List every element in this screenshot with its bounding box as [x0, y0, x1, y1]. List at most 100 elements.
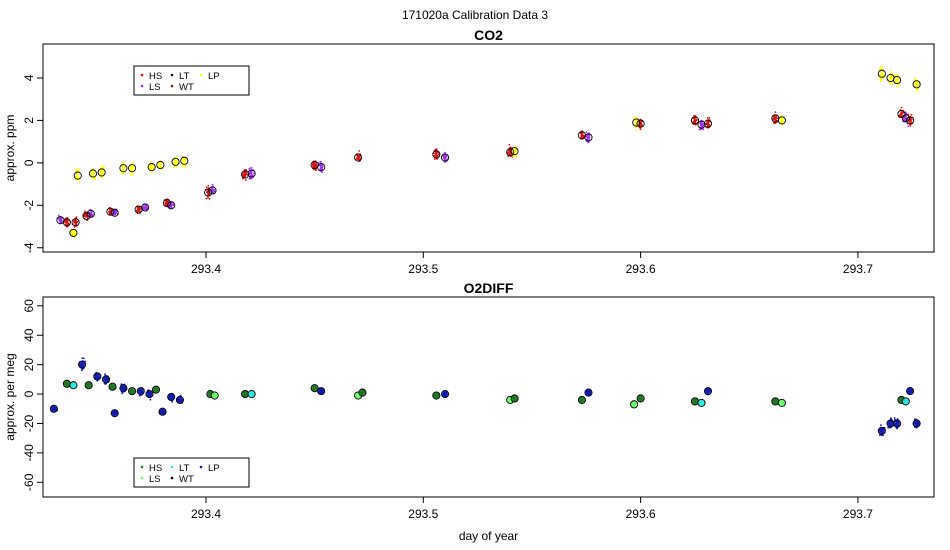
- data-point: [879, 78, 882, 80]
- cluster-mean-marker: [703, 387, 713, 396]
- data-point: [882, 434, 884, 437]
- data-point: [880, 66, 882, 69]
- data-point: [587, 141, 590, 144]
- legend-box: [133, 457, 250, 488]
- data-point: [121, 172, 123, 175]
- cluster-mean-marker: [697, 398, 706, 407]
- data-point: [57, 214, 60, 217]
- data-point: [357, 157, 359, 160]
- data-point: [184, 158, 187, 161]
- data-point: [103, 166, 106, 169]
- data-point: [131, 166, 134, 169]
- data-point: [893, 417, 896, 419]
- data-point: [903, 118, 906, 121]
- data-point: [910, 113, 913, 116]
- data-point: [151, 171, 154, 174]
- data-point: [640, 123, 643, 126]
- cluster-mean-marker: [101, 375, 111, 384]
- data-point: [205, 186, 208, 189]
- data-point: [891, 81, 893, 84]
- cluster-mean-marker: [690, 116, 700, 125]
- legend-marker: [170, 476, 174, 480]
- legend-marker: [170, 73, 174, 77]
- cluster-mean-marker: [690, 397, 700, 406]
- cluster-mean-marker: [241, 170, 250, 179]
- y-tick-label: 0: [22, 159, 36, 166]
- cluster-mean-marker: [167, 392, 176, 402]
- data-point: [151, 166, 154, 169]
- cluster-mean-marker: [110, 208, 119, 217]
- cluster-mean-marker: [432, 150, 441, 159]
- legend-label: LS: [149, 474, 161, 485]
- data-point: [320, 163, 323, 166]
- data-point: [355, 158, 358, 161]
- cluster-mean-marker: [247, 390, 256, 399]
- data-point: [889, 82, 892, 84]
- y-tick-label: -60: [22, 473, 36, 491]
- data-point: [320, 165, 323, 168]
- y-tick-label: 2: [22, 117, 36, 124]
- cluster-mean-marker: [136, 387, 145, 396]
- legend-marker: [140, 465, 144, 469]
- cluster-mean-marker: [893, 76, 902, 85]
- cluster-mean-marker: [577, 395, 586, 404]
- data-point: [507, 151, 510, 154]
- cluster-mean-marker: [175, 395, 184, 404]
- cluster-mean-marker: [877, 426, 886, 435]
- cluster-mean-marker: [208, 186, 217, 195]
- data-point: [508, 143, 511, 146]
- x-tick-label: 293.5: [408, 507, 438, 521]
- cluster-mean-marker: [93, 372, 102, 381]
- data-point: [153, 166, 156, 169]
- data-point: [114, 213, 117, 216]
- cluster-mean-marker: [162, 199, 171, 208]
- data-point: [706, 123, 709, 126]
- cluster-mean-marker: [901, 114, 910, 123]
- data-point: [899, 113, 902, 116]
- legend-label: LP: [208, 71, 220, 82]
- data-point: [121, 392, 124, 395]
- data-point: [313, 164, 316, 167]
- data-point: [73, 220, 76, 223]
- data-point: [887, 426, 889, 429]
- cluster-mean-marker: [584, 388, 593, 397]
- data-point: [881, 65, 884, 68]
- data-point: [315, 164, 318, 166]
- cluster-mean-marker: [630, 400, 639, 409]
- data-point: [635, 129, 638, 131]
- data-point: [699, 128, 701, 131]
- cluster-mean-marker: [71, 218, 80, 227]
- x-tick-label: 293.5: [408, 262, 438, 276]
- cluster-mean-marker: [156, 160, 165, 170]
- data-point: [509, 146, 512, 149]
- data-point: [83, 357, 85, 360]
- data-point: [164, 203, 167, 205]
- data-point: [86, 217, 89, 219]
- data-point: [889, 77, 892, 80]
- y-tick-label: 40: [22, 328, 36, 342]
- data-point: [773, 118, 776, 121]
- data-point: [881, 72, 884, 75]
- data-point: [166, 201, 169, 203]
- data-point: [708, 117, 711, 119]
- data-point: [779, 114, 782, 116]
- data-point: [586, 137, 589, 140]
- legend-label: LT: [179, 463, 190, 474]
- cluster-mean-marker: [147, 163, 156, 172]
- legend-label: LP: [208, 463, 220, 474]
- cluster-mean-marker: [506, 148, 515, 157]
- plot-frame: [42, 43, 935, 253]
- cluster-mean-marker: [432, 391, 441, 400]
- data-point: [694, 119, 697, 122]
- data-point: [896, 427, 898, 430]
- y-tick-label: -2: [22, 200, 36, 211]
- data-point: [91, 174, 94, 177]
- data-point: [67, 222, 70, 225]
- data-point: [129, 168, 132, 170]
- cluster-mean-marker: [510, 147, 519, 156]
- y-tick-label: -40: [22, 444, 36, 462]
- co2-panel: CO2 293.4 293.5 293.6 293.7 -4 -2 0 2 4 approx. pp…: [3, 27, 935, 276]
- data-point: [99, 173, 102, 176]
- x-tick-label: 293.4: [191, 507, 221, 521]
- data-point: [244, 174, 247, 176]
